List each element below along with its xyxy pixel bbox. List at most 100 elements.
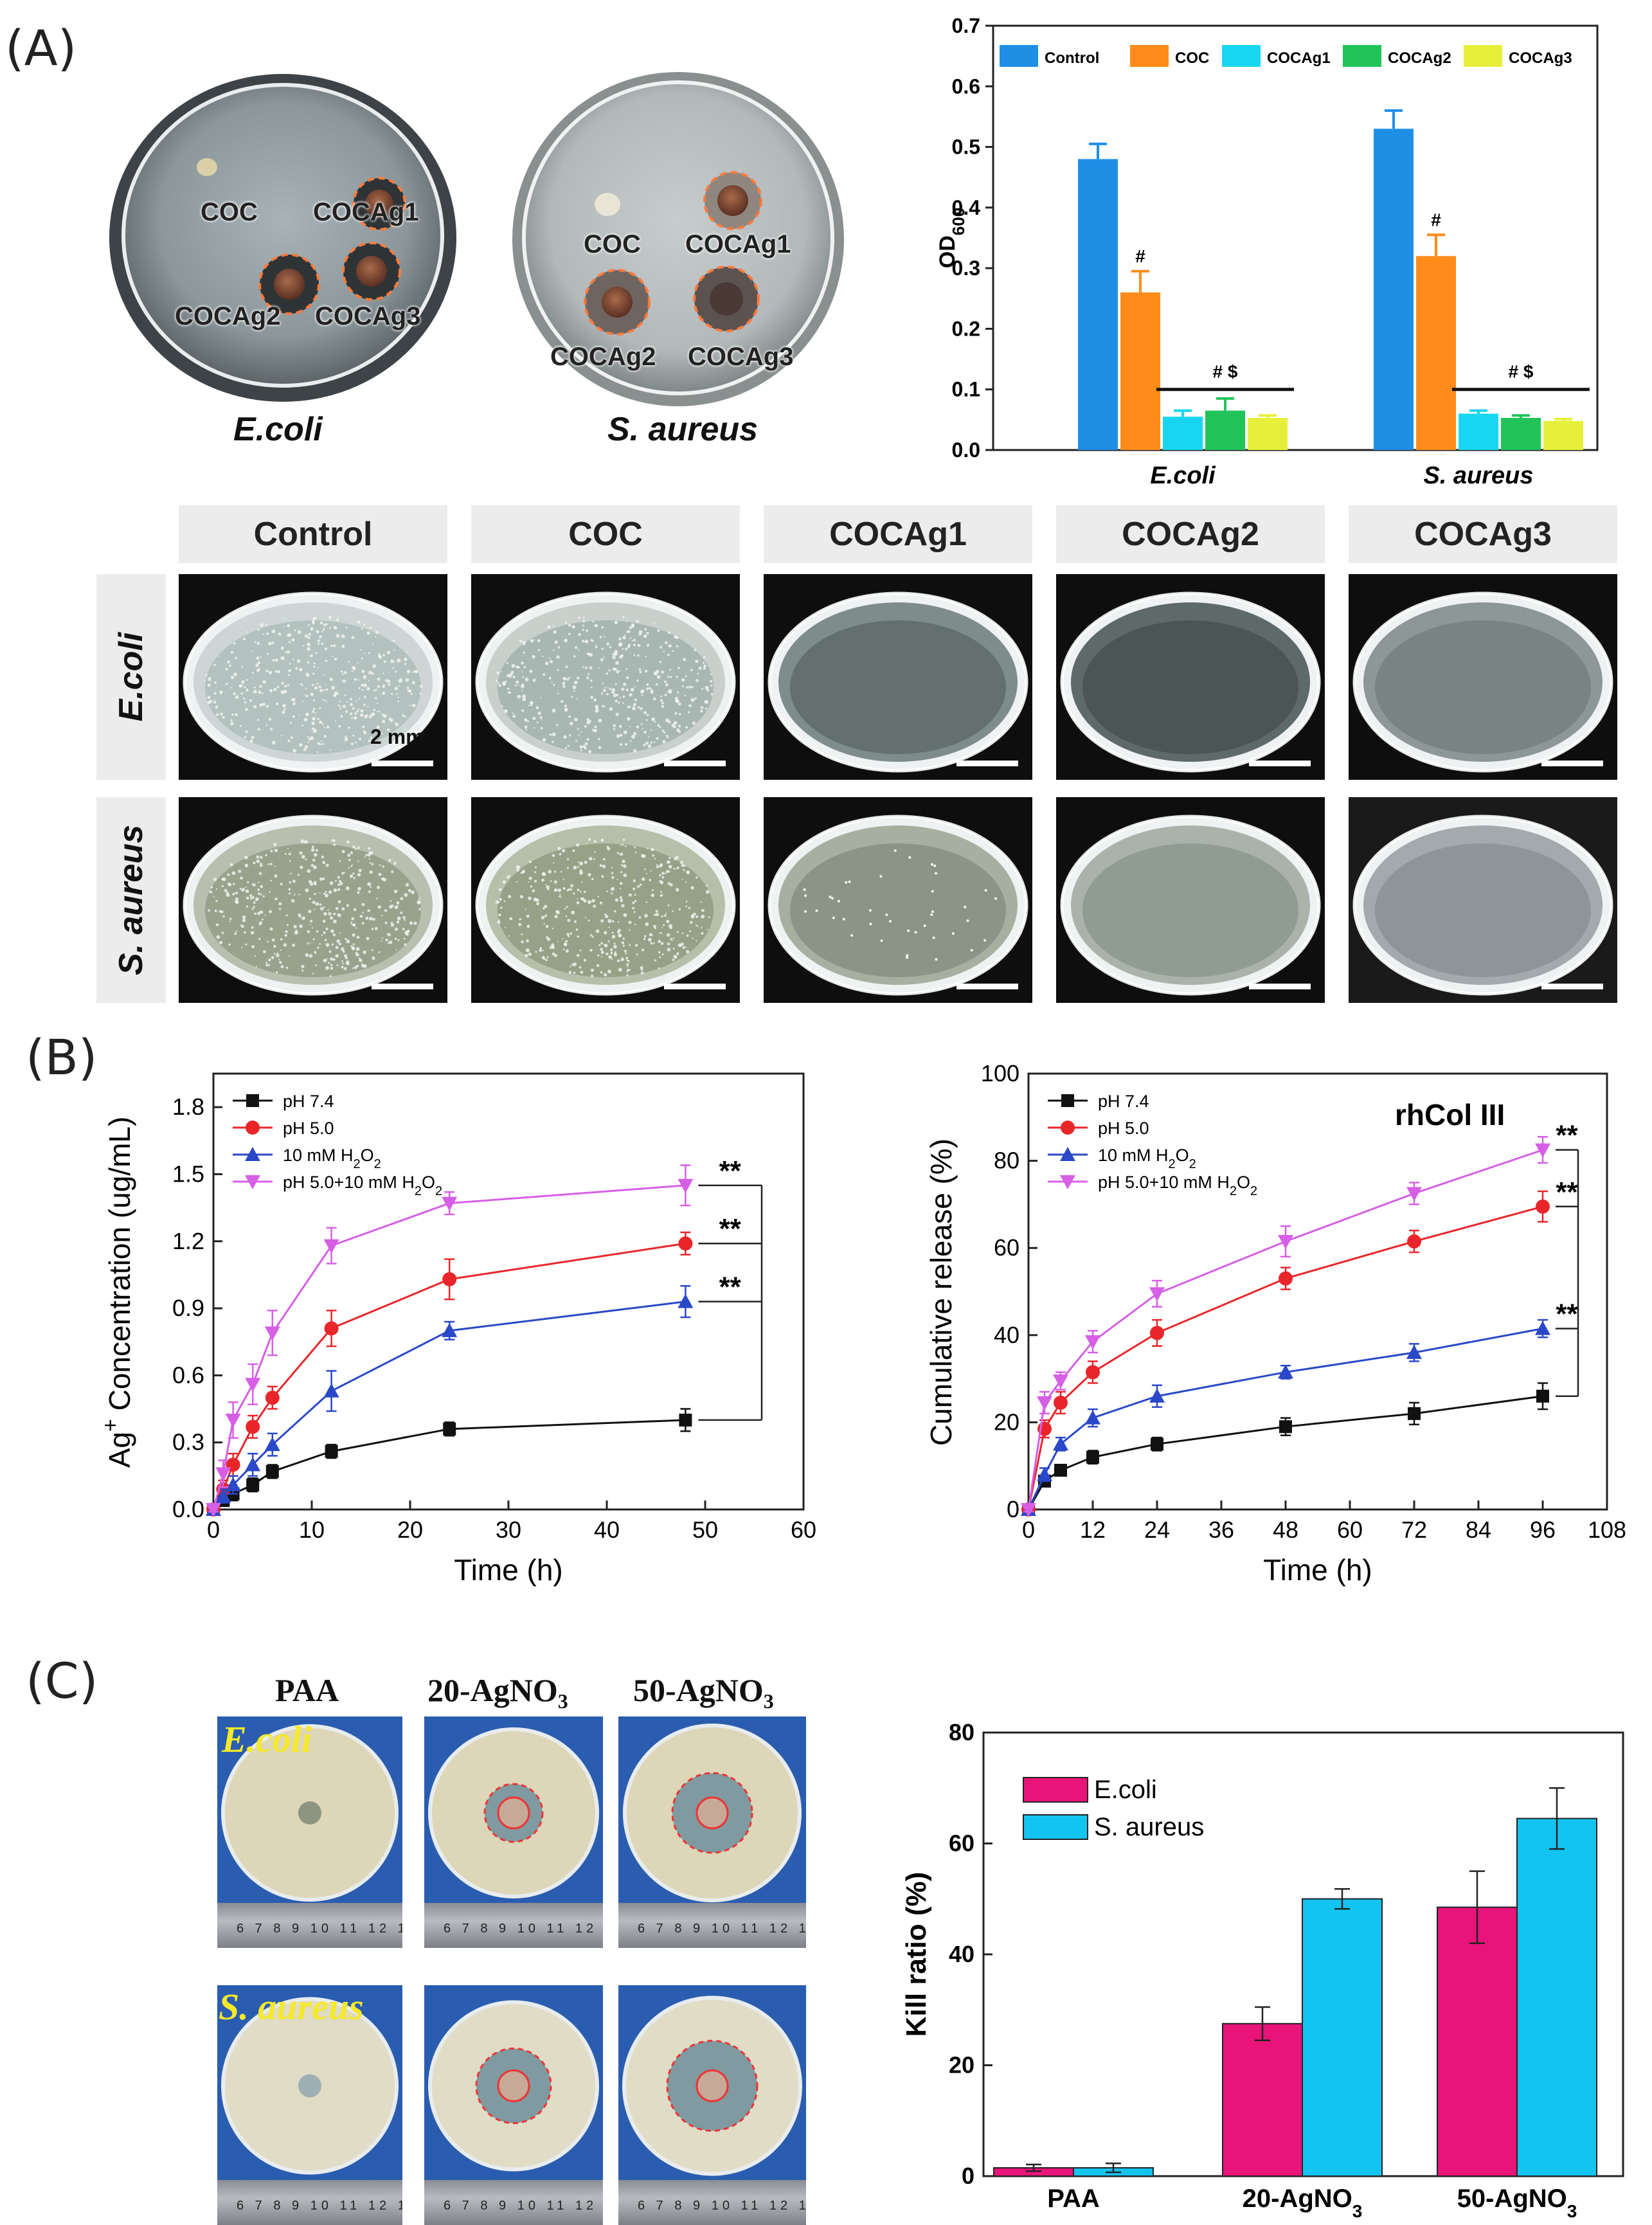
data-point (1054, 1463, 1067, 1477)
x-tick-label: 72 (1401, 1517, 1427, 1543)
data-point (1085, 1410, 1100, 1425)
grid-row-ecoli: E.coli (96, 574, 166, 780)
legend-swatch (1130, 45, 1169, 67)
legend-swatch (1000, 45, 1038, 67)
y-tick-label: 0 (1007, 1496, 1019, 1522)
y-tick-label: 0 (962, 2163, 974, 2189)
y-tick-label: 0.4 (952, 196, 981, 219)
legend-label: Control (1045, 50, 1099, 67)
y-tick-label: 1.8 (172, 1094, 204, 1120)
scale-bar (1249, 761, 1311, 766)
y-tick-label: 0.3 (172, 1429, 204, 1455)
y-tick-label: 0.7 (952, 14, 980, 37)
legend-label: pH 7.4 (1098, 1092, 1149, 1111)
legend-swatch (1464, 45, 1502, 67)
data-point (1406, 1344, 1422, 1359)
legend-label: pH 5.0+10 mM H2O2 (283, 1173, 442, 1198)
bar-ecoli (1437, 1906, 1518, 2177)
scale-bar (372, 984, 433, 989)
grid-header-cocag2: COCAg2 (1056, 505, 1325, 563)
data-point (1150, 1326, 1164, 1340)
legend-label: pH 7.4 (283, 1092, 334, 1111)
plate1-label-cocag1: COCAg1 (313, 198, 419, 226)
data-point (1054, 1395, 1068, 1410)
x-tick-label: 12 (1080, 1517, 1106, 1543)
x-tick-label: 30 (496, 1517, 521, 1543)
y-tick-label: 0.6 (952, 75, 980, 98)
y-tick-label: 60 (994, 1234, 1019, 1261)
data-point (1085, 1335, 1100, 1349)
y-tick-label: 1.5 (172, 1160, 204, 1187)
data-point (1406, 1187, 1422, 1202)
petri-photo-r1-c3 (764, 574, 1032, 780)
petri-photo-r2-c1 (179, 797, 447, 1003)
plate1-label-cocag2: COCAg2 (175, 302, 281, 330)
data-point (679, 1413, 692, 1427)
bar-cocag2 (1501, 418, 1541, 450)
data-point (245, 1457, 261, 1472)
data-point (264, 1326, 280, 1341)
bar-cocag3 (1248, 418, 1288, 450)
ruler-label: 6 7 8 9 10 11 12 13 (638, 1922, 806, 1936)
y-tick-label: 20 (994, 1409, 1019, 1435)
bar-coc (1416, 256, 1456, 450)
data-point (246, 1419, 260, 1434)
ruler-label: 6 7 8 9 10 11 12 13 (237, 1922, 402, 1936)
significance-stars: ** (1556, 1120, 1578, 1151)
x-tick-label: 20-AgNO3 (1243, 2184, 1363, 2221)
petri-photo-r1-c4 (1056, 574, 1325, 780)
bar-cocag1 (1163, 417, 1203, 450)
legend-label: COCAg3 (1509, 50, 1572, 67)
ag-release-chart: 0 10 20 30 40 50 60 0.0 0.3 0.6 0.9 1.2 1.5 1.8 Time (… (98, 1072, 816, 1587)
y-tick-label: 0.3 (952, 257, 980, 280)
grid-header-cocag3: COCAg3 (1349, 505, 1617, 563)
bar-control (1078, 159, 1118, 450)
petri-photo-r2-c4 (1056, 797, 1325, 1003)
legend-swatch (1222, 45, 1261, 67)
y-tick-label: 0.2 (952, 317, 980, 340)
plate2-species: S. aureus (607, 411, 759, 448)
legend-label: COCAg1 (1267, 50, 1331, 67)
data-point (1279, 1420, 1292, 1434)
ruler: 6 7 8 9 10 11 12 13 (424, 2180, 603, 2225)
x-tick-label: 48 (1273, 1517, 1298, 1543)
petri-photo-r1-c2 (471, 574, 740, 780)
y-tick-label: 80 (949, 1719, 974, 1745)
data-point (1149, 1388, 1165, 1403)
bar-cocag2 (1205, 410, 1245, 450)
data-point (264, 1437, 280, 1452)
legend-marker (1060, 1175, 1075, 1189)
agar-photo-r1-c2: 6 7 8 9 10 11 12 13 (424, 1716, 603, 1948)
bar-cocag3 (1543, 420, 1583, 450)
data-point (443, 1422, 456, 1436)
scale-bar (664, 761, 726, 766)
annotation-hash-dollar: # $ (1213, 362, 1238, 382)
y-tick-label: 0.1 (952, 378, 980, 401)
agar-photo-r2-c1: 6 7 8 9 10 11 12 13 (217, 1985, 402, 2225)
data-point (1536, 1199, 1550, 1214)
petri-photo-r2-c2 (471, 797, 740, 1003)
scale-bar (1541, 761, 1603, 766)
legend-label: S. aureus (1094, 1813, 1204, 1841)
legend-marker (1061, 1121, 1075, 1135)
legend-marker (1061, 1094, 1074, 1107)
x-tick-label: 60 (791, 1517, 816, 1543)
c-header-20agno3: 20-AgNO3 (427, 1672, 568, 1713)
data-point (1053, 1374, 1068, 1389)
petri-photo-r1-c5 (1349, 574, 1617, 780)
significance-stars: ** (719, 1272, 742, 1303)
plate1-label-coc: COC (201, 198, 258, 226)
scale-bar (956, 761, 1018, 766)
legend-swatch (1343, 45, 1381, 67)
x-tick-label: 60 (1337, 1517, 1363, 1543)
data-point (1279, 1271, 1293, 1286)
bar-ecoli (1222, 2022, 1303, 2177)
y-tick-label: 60 (949, 1830, 974, 1857)
y-tick-label: 0.0 (952, 438, 980, 462)
data-point (1086, 1450, 1099, 1464)
x-tick-label: PAA (1047, 2184, 1099, 2213)
x-tick-label: 108 (1588, 1517, 1626, 1543)
x-tick-label: 50-AgNO3 (1457, 2184, 1577, 2221)
significance-stars: ** (719, 1213, 742, 1245)
bar-control (1374, 129, 1414, 451)
